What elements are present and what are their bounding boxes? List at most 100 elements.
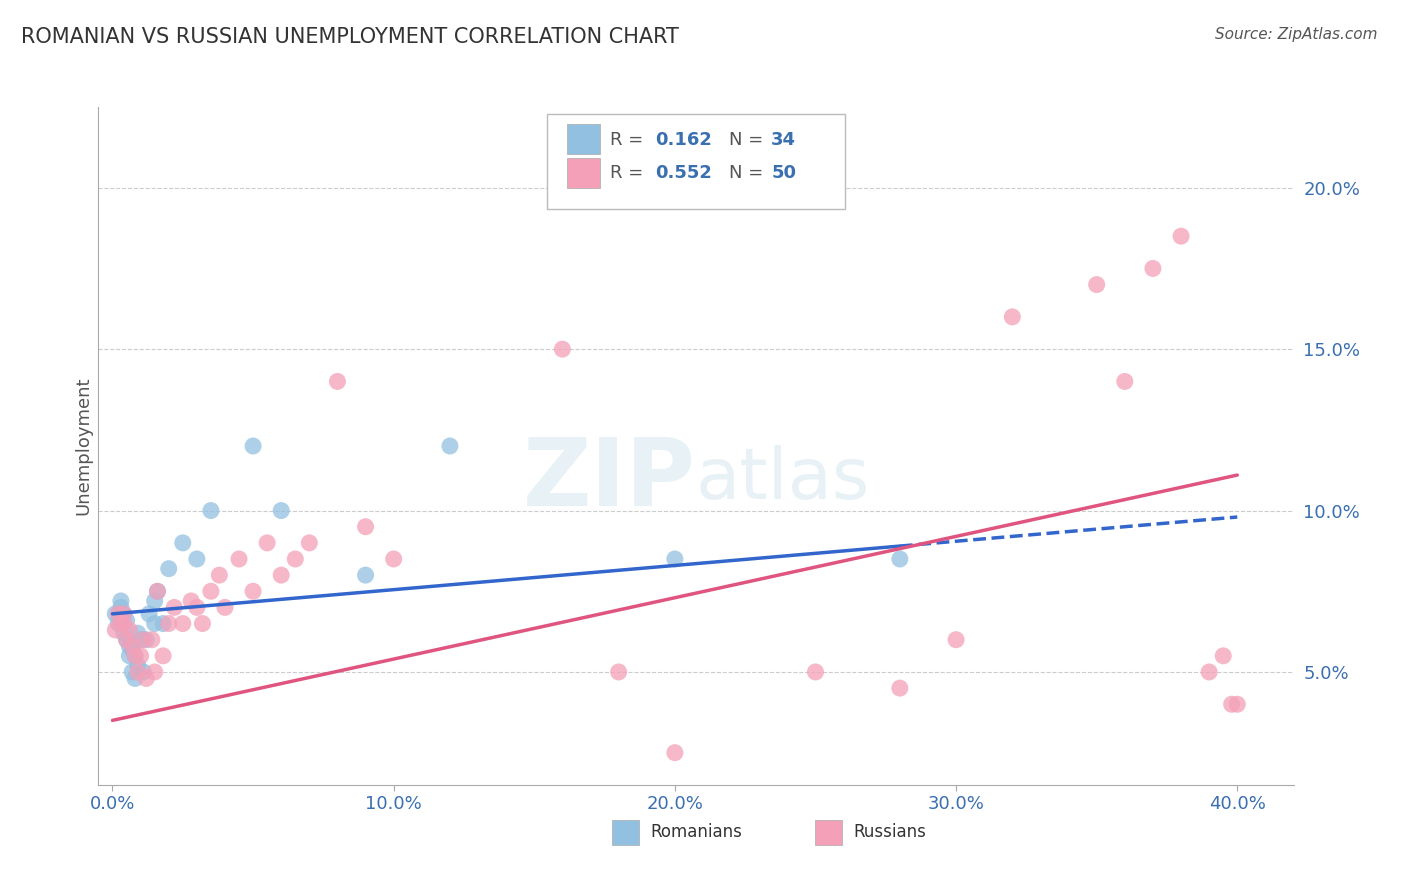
Point (132, 665, 155, 679)
Point (121, 642, 143, 657)
Point (115, 632, 138, 647)
Point (270, 503, 292, 517)
Text: 0.162: 0.162 (655, 130, 713, 149)
Text: 50: 50 (772, 164, 796, 183)
Point (214, 600, 236, 615)
Point (129, 648, 152, 663)
Point (191, 616, 214, 631)
Text: 0.552: 0.552 (655, 164, 713, 183)
Point (172, 536, 194, 550)
Point (439, 439, 461, 453)
Point (664, 746, 686, 760)
Point (110, 600, 132, 615)
FancyBboxPatch shape (613, 820, 638, 846)
Point (118, 639, 141, 653)
Point (208, 568, 231, 582)
Point (382, 552, 405, 566)
Point (135, 632, 157, 647)
Point (1226, 698, 1249, 712)
Point (143, 594, 166, 608)
Point (141, 632, 163, 647)
Point (146, 584, 169, 599)
Point (115, 613, 138, 627)
Point (664, 552, 686, 566)
Text: N =: N = (730, 130, 769, 149)
Text: ROMANIAN VS RUSSIAN UNEMPLOYMENT CORRELATION CHART: ROMANIAN VS RUSSIAN UNEMPLOYMENT CORRELA… (21, 27, 679, 46)
Text: R =: R = (610, 130, 650, 149)
Point (152, 648, 174, 663)
Point (112, 607, 135, 621)
Text: N =: N = (730, 164, 769, 183)
Point (354, 519, 377, 533)
FancyBboxPatch shape (567, 124, 600, 154)
Point (157, 562, 180, 576)
Point (112, 607, 135, 621)
Point (121, 639, 143, 653)
Point (146, 584, 169, 599)
Point (118, 648, 141, 663)
Point (157, 616, 180, 631)
Text: 34: 34 (772, 130, 796, 149)
Point (228, 552, 250, 566)
Point (270, 568, 292, 582)
Point (143, 665, 166, 679)
FancyBboxPatch shape (547, 114, 845, 209)
Point (1114, 375, 1136, 389)
Point (200, 503, 222, 517)
Point (127, 626, 149, 640)
Y-axis label: Unemployment: Unemployment (75, 376, 93, 516)
Point (127, 658, 149, 673)
Point (1198, 665, 1220, 679)
Text: atlas: atlas (696, 445, 870, 515)
Point (118, 623, 141, 637)
Point (1170, 229, 1192, 244)
Point (115, 632, 138, 647)
Point (256, 536, 278, 550)
Point (110, 594, 132, 608)
FancyBboxPatch shape (815, 820, 842, 846)
Point (104, 623, 127, 637)
Text: ZIP: ZIP (523, 434, 696, 526)
Point (889, 681, 911, 695)
Point (107, 616, 129, 631)
Text: Source: ZipAtlas.com: Source: ZipAtlas.com (1215, 27, 1378, 42)
Point (889, 552, 911, 566)
Point (945, 632, 967, 647)
Point (242, 439, 264, 453)
Point (1220, 698, 1243, 712)
Point (804, 665, 827, 679)
Point (138, 607, 160, 621)
Point (135, 672, 157, 686)
Point (127, 665, 149, 679)
Point (284, 552, 307, 566)
Point (1212, 648, 1234, 663)
Point (132, 632, 155, 647)
Point (112, 616, 135, 631)
Point (298, 536, 321, 550)
Point (163, 600, 186, 615)
Point (129, 632, 152, 647)
Point (326, 375, 349, 389)
Point (354, 568, 377, 582)
Point (124, 648, 146, 663)
Point (1001, 310, 1024, 324)
Point (607, 665, 630, 679)
Point (1142, 261, 1164, 276)
Text: Russians: Russians (853, 823, 927, 841)
Point (143, 616, 166, 631)
Point (242, 584, 264, 599)
FancyBboxPatch shape (567, 158, 600, 188)
Point (152, 616, 174, 631)
Point (172, 616, 194, 631)
Point (121, 665, 143, 679)
Point (186, 600, 208, 615)
Point (124, 672, 146, 686)
Point (200, 584, 222, 599)
Text: R =: R = (610, 164, 650, 183)
Point (104, 607, 127, 621)
Point (551, 342, 574, 356)
Point (180, 594, 202, 608)
Point (110, 616, 132, 631)
Point (112, 626, 135, 640)
Point (186, 552, 208, 566)
